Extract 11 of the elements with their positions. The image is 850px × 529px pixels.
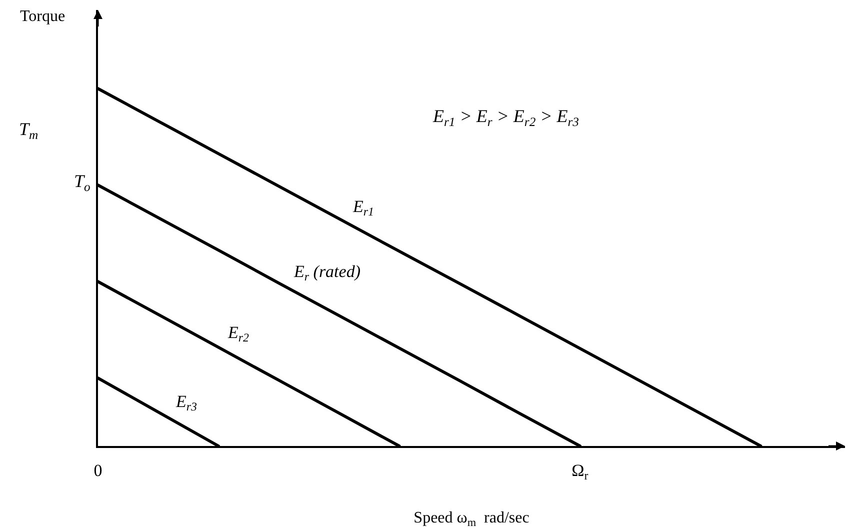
series-label: E$_{r3}$ [175,392,198,414]
y-axis-title: Torque [20,8,66,25]
x-tick-label: 0 [94,461,102,480]
annotation: E$_{r1}$ > E$_{r}$ > E$_{r2}$ > E$_{r3}$ [432,106,579,129]
series-label: E$_{r2}$ [227,323,250,345]
x-tick-label: Ω$_{r}$ [572,461,588,483]
x-axis-title: Speed ω$_{m}$ rad/sec [414,510,530,529]
series-label: E$_{r}$ (rated) [293,262,361,284]
series-label: E$_{r1}$ [352,197,374,219]
annotation: T$_{o}$ [74,171,90,194]
text: T$_{m}$ [19,119,38,142]
